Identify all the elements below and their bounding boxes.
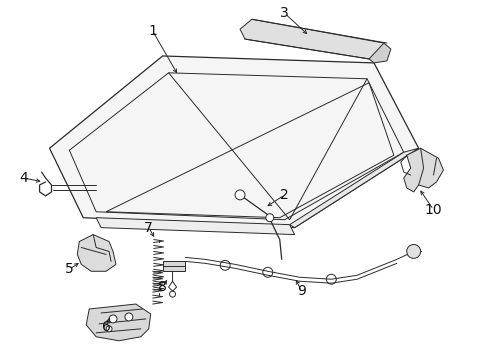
Polygon shape xyxy=(163,261,185,271)
Polygon shape xyxy=(369,43,391,63)
Text: 4: 4 xyxy=(19,171,28,185)
Text: 1: 1 xyxy=(148,24,157,38)
Text: 6: 6 xyxy=(101,320,111,334)
Text: 10: 10 xyxy=(425,203,442,217)
Circle shape xyxy=(109,315,117,323)
Circle shape xyxy=(125,313,133,321)
Polygon shape xyxy=(240,19,387,59)
Circle shape xyxy=(266,214,274,222)
Polygon shape xyxy=(86,304,151,341)
Text: 3: 3 xyxy=(280,6,289,20)
Polygon shape xyxy=(49,56,418,228)
Circle shape xyxy=(235,190,245,200)
Text: 9: 9 xyxy=(297,284,306,298)
Polygon shape xyxy=(77,235,116,271)
Text: 5: 5 xyxy=(65,262,74,276)
Circle shape xyxy=(106,326,112,332)
Circle shape xyxy=(407,244,420,258)
Polygon shape xyxy=(96,218,294,235)
Polygon shape xyxy=(404,148,443,192)
Text: 2: 2 xyxy=(280,188,289,202)
Polygon shape xyxy=(290,148,418,228)
Text: 8: 8 xyxy=(158,280,167,294)
Text: 7: 7 xyxy=(145,221,153,235)
